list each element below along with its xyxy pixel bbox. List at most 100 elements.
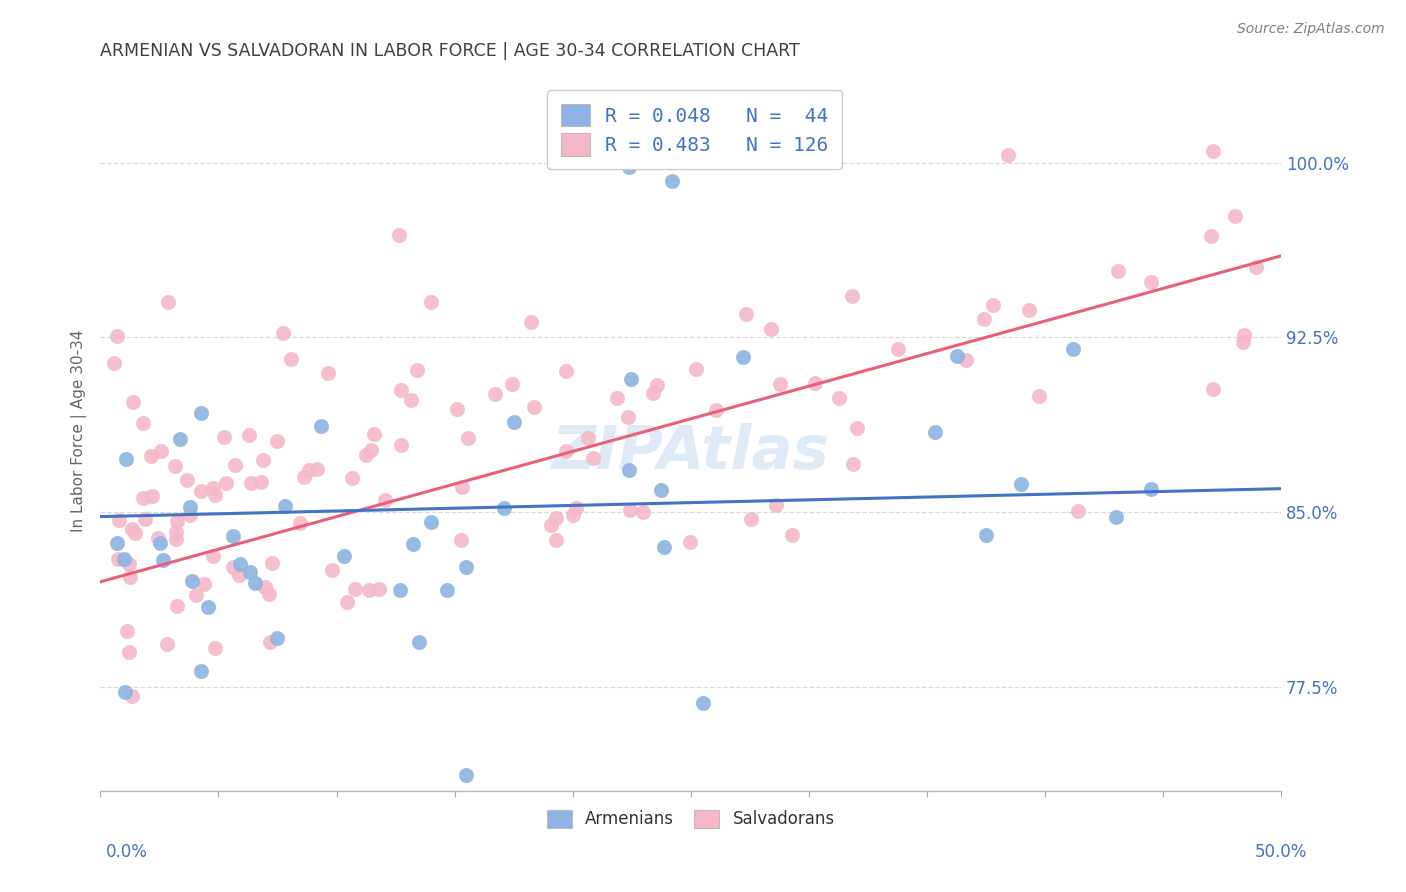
Point — [280, 351, 302, 366]
Point — [212, 430, 235, 444]
Point — [389, 438, 412, 452]
Point — [554, 443, 576, 458]
Point — [1140, 482, 1163, 496]
Point — [316, 367, 339, 381]
Point — [606, 391, 628, 405]
Point — [565, 501, 588, 516]
Point — [661, 174, 683, 188]
Point — [239, 565, 262, 579]
Point — [202, 481, 225, 495]
Point — [132, 416, 155, 430]
Point — [446, 402, 468, 417]
Point — [645, 377, 668, 392]
Point — [946, 349, 969, 363]
Point — [266, 434, 288, 448]
Point — [274, 500, 297, 514]
Point — [456, 559, 478, 574]
Point — [1232, 335, 1254, 350]
Point — [121, 522, 143, 536]
Point — [202, 549, 225, 563]
Point — [389, 383, 412, 397]
Point — [562, 508, 585, 522]
Point — [502, 415, 524, 429]
Point — [523, 400, 546, 414]
Point — [842, 457, 865, 471]
Point — [733, 351, 755, 365]
Point — [1067, 504, 1090, 518]
Point — [828, 391, 851, 405]
Point — [679, 535, 702, 549]
Point — [356, 449, 378, 463]
Point — [887, 342, 910, 356]
Point — [115, 624, 138, 638]
Text: Source: ZipAtlas.com: Source: ZipAtlas.com — [1237, 22, 1385, 37]
Point — [420, 515, 443, 529]
Point — [193, 576, 215, 591]
Point — [555, 364, 578, 378]
Point — [121, 690, 143, 704]
Point — [388, 582, 411, 597]
Point — [1244, 260, 1267, 274]
Text: 50.0%: 50.0% — [1256, 843, 1308, 861]
Point — [105, 536, 128, 550]
Point — [132, 491, 155, 505]
Point — [257, 587, 280, 601]
Point — [229, 557, 252, 571]
Point — [650, 483, 672, 497]
Point — [321, 563, 343, 577]
Point — [114, 451, 136, 466]
Point — [181, 574, 204, 589]
Point — [134, 512, 156, 526]
Point — [388, 227, 411, 242]
Point — [845, 421, 868, 435]
Point — [734, 307, 756, 321]
Point — [374, 492, 396, 507]
Point — [1107, 264, 1129, 278]
Point — [120, 570, 142, 584]
Point — [190, 664, 212, 678]
Point — [402, 537, 425, 551]
Point — [363, 427, 385, 442]
Point — [332, 549, 354, 564]
Point — [973, 311, 995, 326]
Point — [692, 696, 714, 710]
Point — [179, 508, 201, 522]
Point — [457, 431, 479, 445]
Point — [124, 525, 146, 540]
Point — [450, 533, 472, 547]
Point — [619, 161, 641, 175]
Point — [492, 500, 515, 515]
Point — [307, 462, 329, 476]
Point — [204, 640, 226, 655]
Point — [484, 387, 506, 401]
Point — [165, 525, 187, 540]
Point — [108, 513, 131, 527]
Point — [344, 582, 367, 597]
Point — [1062, 343, 1084, 357]
Point — [190, 406, 212, 420]
Point — [309, 418, 332, 433]
Point — [118, 645, 141, 659]
Point — [165, 459, 187, 474]
Point — [176, 473, 198, 487]
Point — [190, 483, 212, 498]
Point — [654, 541, 676, 555]
Point — [576, 432, 599, 446]
Point — [974, 528, 997, 542]
Point — [544, 533, 567, 548]
Point — [224, 458, 246, 472]
Point — [955, 353, 977, 368]
Point — [997, 147, 1019, 161]
Point — [118, 558, 141, 572]
Point — [1201, 229, 1223, 244]
Y-axis label: In Labor Force | Age 30-34: In Labor Force | Age 30-34 — [72, 329, 87, 532]
Point — [1202, 382, 1225, 396]
Point — [520, 315, 543, 329]
Point — [259, 635, 281, 649]
Point — [685, 362, 707, 376]
Point — [294, 470, 316, 484]
Point — [114, 684, 136, 698]
Point — [761, 322, 783, 336]
Point — [1225, 209, 1247, 223]
Point — [290, 516, 312, 530]
